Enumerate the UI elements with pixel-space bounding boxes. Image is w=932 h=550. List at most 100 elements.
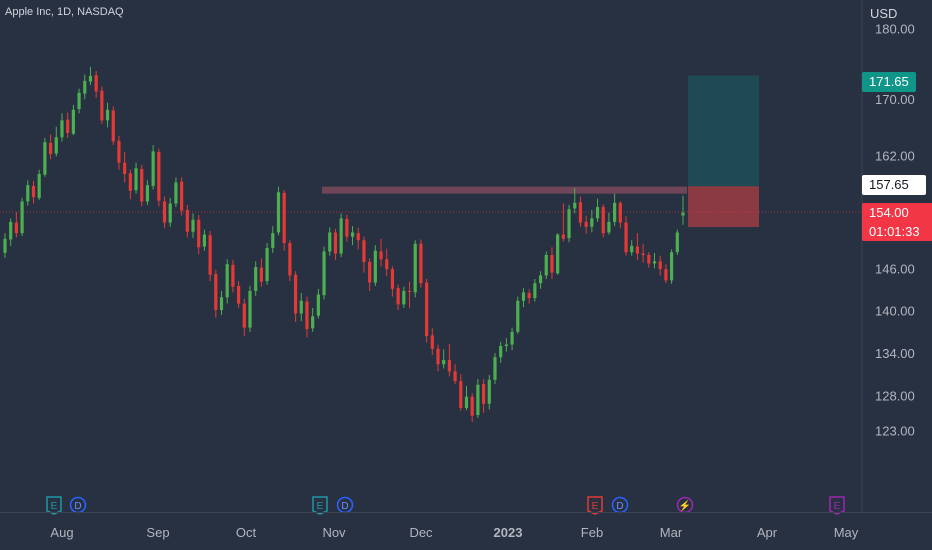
resistance-zone[interactable]	[322, 186, 687, 194]
candle	[66, 112, 70, 138]
svg-text:D: D	[616, 501, 623, 512]
candle	[20, 197, 24, 236]
candle	[288, 240, 292, 282]
candle	[527, 289, 531, 304]
candle	[430, 328, 434, 356]
candle	[419, 239, 423, 288]
y-tick-label-partial: 180.00	[875, 22, 915, 37]
x-tick-label: Apr	[757, 525, 778, 540]
candle	[590, 209, 594, 233]
candle	[299, 293, 303, 322]
candle	[231, 259, 235, 293]
candle	[618, 201, 622, 229]
candle	[487, 374, 491, 410]
candle	[504, 338, 508, 352]
candle	[54, 126, 58, 157]
candle	[561, 203, 565, 242]
time-axis[interactable]: Aug Sep Oct Nov Dec 2023 Feb Mar Apr May	[50, 525, 858, 540]
candle	[145, 180, 150, 205]
candle	[436, 344, 440, 372]
candle	[681, 195, 685, 225]
dividend-event-icon[interactable]: D	[611, 496, 629, 514]
earnings-event-icon[interactable]: E	[829, 496, 845, 515]
last-price-tag: 154.00 01:01:33	[862, 203, 932, 241]
candle	[134, 162, 138, 194]
candle	[476, 379, 480, 418]
candle	[573, 188, 577, 214]
svg-text:E: E	[317, 501, 324, 512]
candle	[236, 281, 241, 308]
candle	[9, 218, 13, 246]
candle	[180, 177, 184, 216]
candle	[225, 259, 229, 304]
candle	[459, 374, 463, 411]
drawing-layer[interactable]	[0, 75, 862, 228]
candle	[641, 243, 645, 263]
candle	[197, 214, 201, 255]
candle	[202, 229, 207, 251]
candle	[464, 386, 469, 411]
earnings-event-icon[interactable]: E	[312, 496, 328, 515]
target-zone[interactable]	[688, 75, 759, 187]
candle	[630, 240, 634, 256]
x-tick-label: 2023	[494, 525, 523, 540]
candle	[601, 204, 605, 238]
candle	[305, 296, 309, 338]
candle	[254, 261, 258, 296]
x-tick-label: Aug	[50, 525, 73, 540]
candle	[26, 180, 30, 206]
x-tick-label: Oct	[236, 525, 257, 540]
candle	[533, 278, 537, 302]
svg-text:D: D	[74, 501, 81, 512]
candle	[265, 243, 269, 285]
candle	[516, 296, 520, 334]
candle	[37, 169, 41, 201]
candle	[174, 177, 178, 208]
candle	[425, 278, 429, 343]
svg-text:E: E	[592, 501, 599, 512]
candle	[43, 137, 47, 177]
candle	[499, 341, 503, 363]
target-price-tag: 171.65	[862, 72, 916, 92]
x-tick-label: Sep	[146, 525, 169, 540]
dividend-event-icon[interactable]: D	[336, 496, 354, 514]
candle	[100, 86, 104, 124]
candle	[140, 164, 144, 207]
candle	[493, 353, 497, 385]
split-event-icon[interactable]: ⚡	[676, 496, 694, 514]
earnings-event-icon[interactable]: E	[587, 496, 603, 515]
stop-zone[interactable]	[688, 186, 759, 228]
dividend-event-icon[interactable]: D	[69, 496, 87, 514]
candle	[123, 152, 127, 183]
candle	[453, 364, 457, 385]
candle	[390, 266, 395, 297]
candle	[368, 258, 372, 291]
candle	[276, 186, 281, 236]
candle	[607, 212, 611, 235]
currency-label[interactable]: USD	[870, 6, 898, 21]
y-tick-label: 170.00	[875, 92, 915, 107]
y-tick-label: 134.00	[875, 346, 915, 361]
last-price-value: 154.00	[869, 205, 909, 220]
candle	[624, 216, 628, 256]
events-layer[interactable]: E D E D E D ⚡ E	[46, 496, 845, 515]
candle	[168, 197, 172, 227]
candles-layer	[3, 66, 685, 423]
x-tick-label: Nov	[322, 525, 346, 540]
candle	[356, 227, 360, 250]
candle	[31, 180, 36, 204]
candle	[322, 246, 326, 300]
candle	[595, 198, 600, 222]
candle	[77, 88, 81, 114]
earnings-event-icon[interactable]: E	[46, 496, 62, 515]
candle	[151, 145, 155, 190]
candle	[664, 264, 668, 284]
candle	[316, 288, 320, 319]
y-tick-label: 123.00	[875, 424, 915, 439]
candle	[578, 196, 583, 227]
candle	[481, 379, 486, 413]
candle	[157, 148, 161, 207]
candle	[111, 106, 115, 146]
candle	[3, 233, 7, 258]
